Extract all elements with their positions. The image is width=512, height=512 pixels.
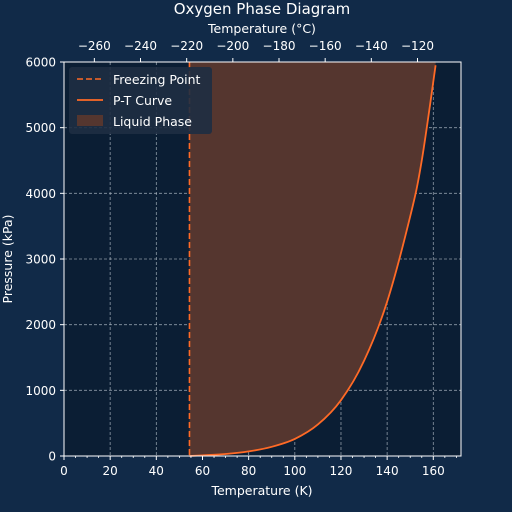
y-tick-label: 1000 — [25, 384, 56, 398]
x-tick-label: 0 — [60, 464, 68, 478]
legend-label-freezing-point: Freezing Point — [113, 72, 201, 87]
y-tick-label: 3000 — [25, 253, 56, 267]
x-tick-label: 140 — [376, 464, 399, 478]
chart-title: Oxygen Phase Diagram — [174, 0, 351, 18]
x2-tick-label: −180 — [263, 39, 296, 53]
x-axis-title: Temperature (K) — [210, 483, 312, 498]
x-tick-label: 20 — [103, 464, 118, 478]
x2-tick-label: −200 — [216, 39, 249, 53]
legend-label-pt-curve: P-T Curve — [113, 93, 172, 108]
x2-tick-label: −260 — [78, 39, 111, 53]
liquid-phase-region — [189, 62, 436, 456]
x-tick-label: 60 — [195, 464, 210, 478]
y-tick-label: 5000 — [25, 121, 56, 135]
legend-swatch-liquid-phase — [77, 115, 103, 126]
x-tick-label: 100 — [283, 464, 306, 478]
legend-label-liquid-phase: Liquid Phase — [113, 114, 192, 129]
pt-curve-line — [189, 65, 437, 457]
x-tick-label: 120 — [330, 464, 353, 478]
x2-tick-label: −160 — [309, 39, 342, 53]
x2-tick-label: −140 — [355, 39, 388, 53]
y-tick-label: 0 — [48, 450, 56, 464]
x2-tick-label: −220 — [170, 39, 203, 53]
x-tick-label: 40 — [149, 464, 164, 478]
x-tick-label: 160 — [422, 464, 445, 478]
top-axis-title: Temperature (°C) — [207, 21, 316, 36]
y-tick-label: 4000 — [25, 187, 56, 201]
axis-ticks: 0 20 40 60 80 100 120 140 160 0 1000 2000 3000 4000 50… — [25, 39, 457, 478]
y-tick-label: 6000 — [25, 56, 56, 70]
legend: Freezing Point P-T Curve Liquid Phase — [69, 67, 212, 134]
x2-tick-label: −120 — [401, 39, 434, 53]
x2-tick-label: −240 — [124, 39, 157, 53]
y-tick-label: 2000 — [25, 318, 56, 332]
legend-box — [69, 67, 212, 134]
y-axis-title: Pressure (kPa) — [0, 215, 15, 304]
x-tick-label: 80 — [241, 464, 256, 478]
